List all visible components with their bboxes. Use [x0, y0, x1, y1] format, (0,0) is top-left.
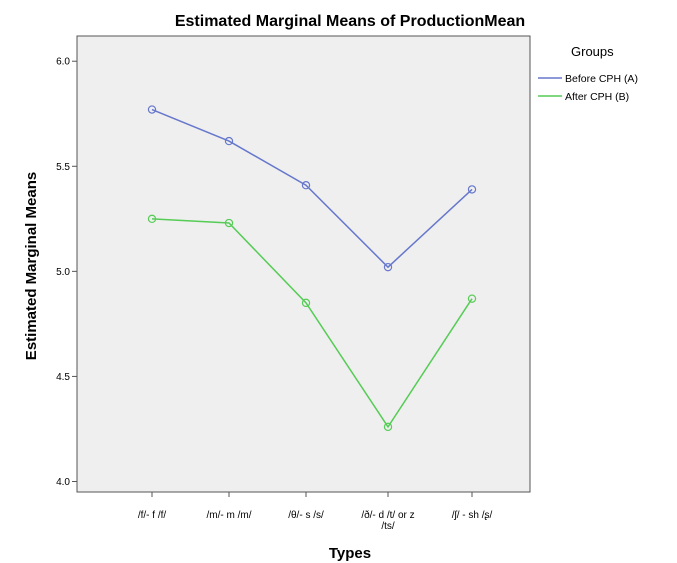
y-tick-label: 4.5 — [56, 372, 70, 383]
x-tick-label: /ð/- d /t/ or z/ts/ — [361, 509, 414, 532]
x-tick-label: /f/- f /f/ — [138, 510, 167, 521]
x-tick-label: /θ/- s /s/ — [288, 510, 324, 521]
y-tick-label: 6.0 — [56, 57, 70, 68]
y-axis-title: Estimated Marginal Means — [23, 172, 40, 360]
y-tick-label: 5.0 — [56, 267, 70, 278]
x-axis-title: Types — [329, 545, 371, 562]
x-tick-label: /ʃ/ - sh /ʂ/ — [452, 510, 493, 521]
y-tick-label: 5.5 — [56, 162, 70, 173]
legend: Groups Before CPH (A) After CPH (B) — [538, 44, 638, 103]
legend-item-label: After CPH (B) — [565, 91, 629, 103]
y-tick-label: 4.0 — [56, 477, 70, 488]
legend-title: Groups — [571, 44, 614, 59]
plot-area — [77, 36, 530, 492]
x-axis: /f/- f /f/ /m/- m /m/ /θ/- s /s/ /ð/- d /t/… — [138, 492, 493, 532]
x-tick-label: /m/- m /m/ — [207, 510, 252, 521]
legend-item-label: Before CPH (A) — [565, 73, 638, 85]
chart-title: Estimated Marginal Means of ProductionMe… — [175, 13, 525, 30]
y-axis: 4.0 4.5 5.0 5.5 6.0 — [56, 57, 77, 488]
